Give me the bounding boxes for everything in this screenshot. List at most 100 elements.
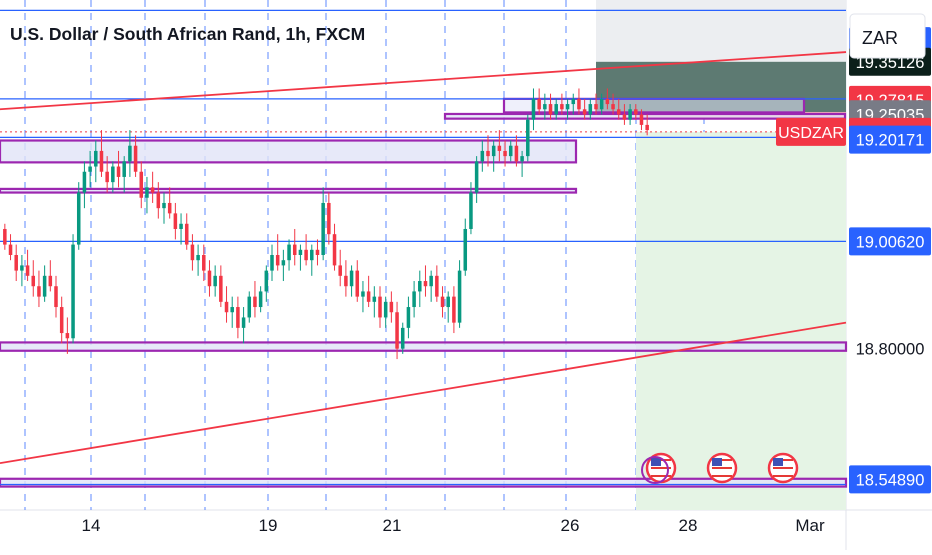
candle-body-103 (588, 104, 593, 115)
levels-layer (0, 9, 847, 486)
take-profit-zone (636, 131, 846, 510)
candle-body-54 (310, 249, 314, 261)
time-axis-label: Mar (795, 516, 825, 535)
candle-body-62 (355, 270, 360, 297)
candle-body-83 (474, 161, 479, 193)
candle-body-99 (565, 104, 570, 110)
candle-body-108 (616, 109, 621, 115)
candle-body-61 (349, 270, 354, 287)
candle-body-67 (383, 301, 388, 318)
candle-body-112 (639, 114, 644, 125)
price-label: 19.20171 (856, 132, 925, 150)
support-resistance-zone-0 (0, 139, 578, 164)
candle-body-15 (88, 166, 92, 172)
candle-body-60 (344, 275, 348, 287)
trend-line-0 (0, 51, 847, 111)
candle-body-41 (236, 307, 240, 328)
candle-body-32 (184, 223, 189, 245)
candle-body-24 (139, 171, 144, 198)
candle-body-20 (116, 166, 121, 177)
candle-body-38 (219, 275, 223, 302)
candle-body-23 (133, 145, 138, 172)
candle-body-8 (48, 275, 53, 287)
candle-body-37 (213, 275, 217, 287)
price-label: 18.80000 (856, 341, 925, 359)
candle-body-89 (508, 145, 513, 157)
time-axis-label: 19 (259, 516, 278, 535)
candle-body-36 (207, 270, 212, 287)
candle-body-45 (258, 291, 263, 308)
zones-layer (0, 0, 848, 510)
price-label-bg (849, 334, 931, 363)
candle-body-106 (605, 98, 610, 105)
candle-body-33 (190, 244, 195, 261)
support-resistance-zone-2 (0, 341, 848, 352)
candle-body-73 (418, 281, 422, 292)
candle-body-65 (372, 296, 377, 302)
candle-body-81 (463, 228, 468, 271)
candle-body-101 (577, 98, 581, 110)
stop-loss-zone (596, 0, 846, 62)
time-axis-label: 21 (383, 516, 402, 535)
candle-body-56 (321, 202, 325, 255)
candle-body-91 (520, 156, 524, 162)
candle-body-50 (287, 244, 291, 261)
candle-body-96 (548, 104, 553, 115)
candle-body-86 (491, 145, 496, 157)
entry-zone (443, 112, 847, 120)
candle-body-1 (8, 244, 13, 255)
candle-body-22 (128, 145, 132, 162)
candle-body-16 (94, 150, 98, 167)
candle-body-92 (526, 119, 530, 157)
price-label-bg (849, 227, 931, 256)
candle-body-76 (435, 275, 439, 297)
candle-body-88 (503, 150, 507, 157)
candle-body-52 (298, 249, 303, 255)
price-label: 18.54890 (856, 471, 925, 489)
candle-body-19 (111, 166, 115, 183)
trend-line-1 (0, 321, 847, 465)
price-label: 19.00620 (856, 233, 925, 251)
candle-body-14 (82, 171, 87, 193)
candle-body-78 (446, 296, 450, 308)
candle-body-40 (230, 307, 234, 313)
candle-body-0 (3, 228, 7, 245)
candle-body-21 (122, 161, 126, 177)
candle-body-25 (145, 187, 149, 198)
candle-body-10 (59, 307, 64, 334)
candle-body-59 (338, 265, 342, 276)
candle-body-51 (292, 244, 297, 255)
symbol-badge (776, 117, 846, 146)
event-marker-ring (641, 456, 669, 484)
candle-body-49 (281, 260, 286, 266)
candle-body-42 (241, 317, 246, 328)
price-label-bg (849, 465, 931, 494)
time-axis-label: 14 (82, 516, 101, 535)
candle-body-12 (71, 244, 75, 339)
x-axis: 14 19 21 26 28 Mar (82, 516, 825, 535)
candle-body-44 (253, 296, 257, 308)
candle-body-104 (594, 104, 598, 110)
candle-body-64 (366, 291, 371, 302)
candle-body-6 (37, 286, 41, 297)
candle-body-94 (537, 98, 541, 110)
us-flag-icon[interactable] (767, 452, 799, 484)
candle-body-71 (406, 307, 411, 328)
candle-body-13 (76, 192, 81, 245)
currency-button-label[interactable]: ZAR (862, 28, 898, 48)
candle-body-17 (99, 150, 104, 172)
time-axis-label: 28 (679, 516, 698, 535)
currency-button[interactable]: ZAR (849, 13, 926, 59)
candle-body-30 (173, 213, 178, 229)
candle-body-93 (531, 98, 536, 120)
candle-body-79 (452, 296, 456, 323)
candle-body-9 (54, 286, 58, 308)
candle-body-26 (150, 187, 155, 193)
us-flag-icon[interactable] (706, 452, 738, 484)
candle-body-57 (327, 202, 331, 235)
candle-body-46 (264, 270, 269, 292)
candle-body-109 (622, 114, 627, 120)
candle-body-66 (378, 296, 382, 318)
candle-body-82 (469, 192, 473, 229)
